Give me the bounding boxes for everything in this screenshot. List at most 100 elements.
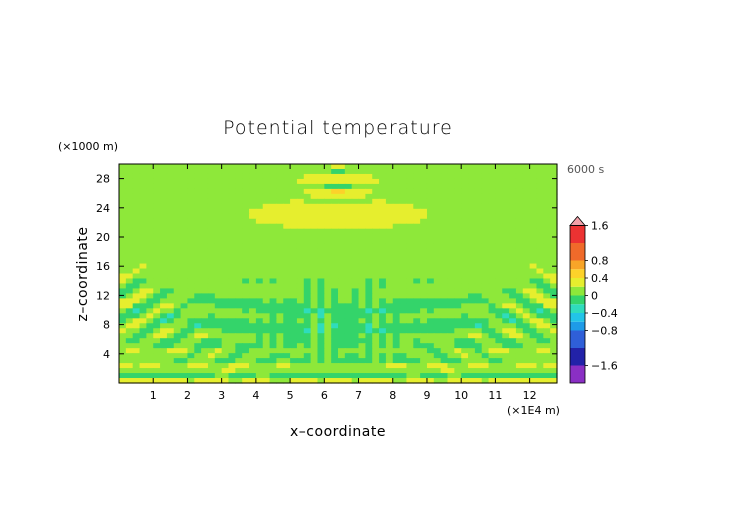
field-cell xyxy=(474,268,483,275)
field-cell xyxy=(543,303,551,309)
field-cell xyxy=(283,268,291,275)
field-cell xyxy=(139,193,147,200)
field-cell xyxy=(420,318,428,324)
field-cell xyxy=(221,348,230,354)
field-cell xyxy=(522,273,531,280)
field-cell xyxy=(522,373,531,379)
field-cell xyxy=(372,283,380,290)
field-cell xyxy=(269,313,277,319)
field-cell xyxy=(351,218,360,225)
field-cell xyxy=(461,228,469,235)
field-cell xyxy=(146,168,154,175)
field-cell xyxy=(358,313,366,319)
field-cell xyxy=(488,253,496,260)
field-cell xyxy=(515,268,524,275)
field-cell xyxy=(269,228,277,235)
field-cell xyxy=(269,243,277,250)
field-cell xyxy=(221,288,230,295)
field-cell xyxy=(331,253,339,260)
field-cell xyxy=(338,333,346,339)
field-cell xyxy=(173,178,182,185)
field-cell xyxy=(358,258,366,265)
field-cell xyxy=(249,233,257,240)
field-cell xyxy=(125,198,134,205)
field-cell xyxy=(201,293,209,299)
field-cell xyxy=(488,348,496,354)
field-cell xyxy=(344,263,353,270)
field-cell xyxy=(372,213,380,220)
field-cell xyxy=(488,223,496,230)
field-cell xyxy=(426,253,435,260)
field-cell xyxy=(125,164,134,170)
field-cell xyxy=(187,173,195,180)
field-cell xyxy=(550,303,558,309)
field-cell xyxy=(242,333,250,339)
field-cell xyxy=(344,223,353,230)
field-cell xyxy=(550,333,558,339)
field-cell xyxy=(461,318,469,324)
field-cell xyxy=(440,308,449,314)
field-cell xyxy=(461,323,469,329)
field-cell xyxy=(488,233,496,240)
field-cell xyxy=(515,203,524,210)
field-cell xyxy=(481,263,490,270)
field-cell xyxy=(413,313,421,319)
field-cell xyxy=(372,303,380,309)
field-cell xyxy=(221,363,230,369)
field-cell xyxy=(317,308,325,314)
field-cell xyxy=(536,168,544,175)
field-cell xyxy=(187,193,195,200)
field-cell xyxy=(338,288,346,295)
field-cell xyxy=(207,168,216,175)
field-cell xyxy=(221,353,230,359)
field-cell xyxy=(276,323,284,329)
field-cell xyxy=(420,368,428,374)
field-cell xyxy=(214,173,223,180)
field-cell xyxy=(488,343,496,349)
field-cell xyxy=(379,303,387,309)
field-cell xyxy=(344,164,353,170)
field-cell xyxy=(447,268,455,275)
field-cell xyxy=(262,164,271,170)
field-cell xyxy=(413,328,421,334)
field-cell xyxy=(317,318,325,324)
field-cell xyxy=(372,328,380,334)
field-cell xyxy=(160,318,168,324)
field-cell xyxy=(461,378,469,384)
field-cell xyxy=(228,318,236,324)
field-cell xyxy=(166,348,175,354)
field-cell xyxy=(207,183,216,190)
field-cell xyxy=(180,223,189,230)
field-cell xyxy=(502,328,510,334)
field-cell xyxy=(406,273,414,280)
field-cell xyxy=(392,278,401,285)
field-cell xyxy=(187,248,195,255)
field-cell xyxy=(235,313,243,319)
y-axis-title: z–coordinate xyxy=(75,226,91,321)
field-cell xyxy=(392,258,401,265)
field-cell xyxy=(139,283,147,290)
field-cell xyxy=(331,328,339,334)
field-cell xyxy=(153,193,161,200)
field-cell xyxy=(351,213,360,220)
field-cell xyxy=(365,378,373,384)
field-cell xyxy=(207,313,216,319)
field-cell xyxy=(379,268,387,275)
field-cell xyxy=(221,268,230,275)
field-cell xyxy=(160,288,168,295)
field-cell xyxy=(331,343,339,349)
field-cell xyxy=(228,173,236,180)
field-cell xyxy=(125,203,134,210)
field-cell xyxy=(201,303,209,309)
field-cell xyxy=(125,248,134,255)
field-cell xyxy=(317,303,325,309)
field-cell xyxy=(413,233,421,240)
field-cell xyxy=(413,178,421,185)
field-cell xyxy=(338,293,346,299)
field-cell xyxy=(160,343,168,349)
field-cell xyxy=(433,233,442,240)
field-cell xyxy=(290,313,298,319)
field-cell xyxy=(290,293,298,299)
field-cell xyxy=(365,353,373,359)
